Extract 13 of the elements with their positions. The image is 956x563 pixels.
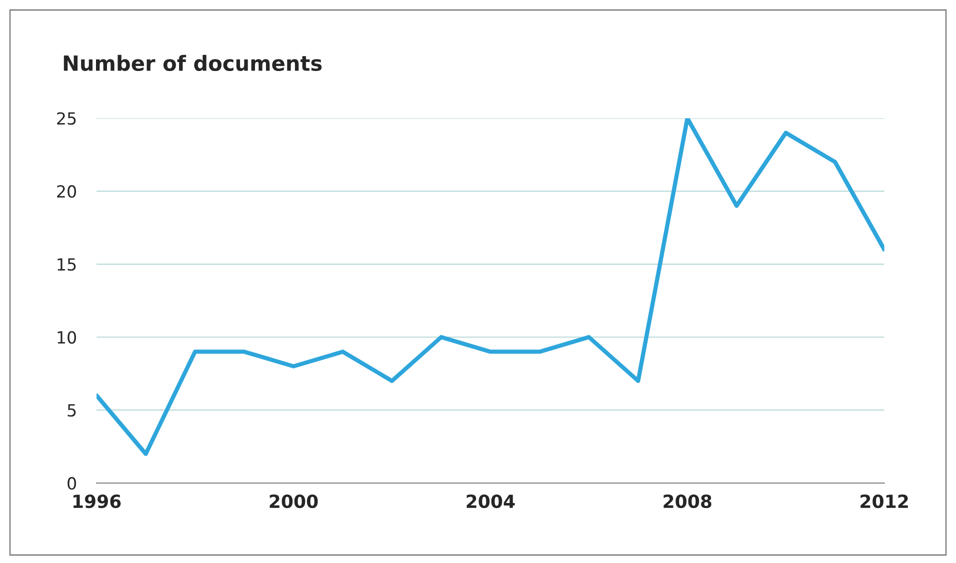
x-tick-label: 2012 bbox=[860, 494, 908, 508]
y-tick-label: 10 bbox=[58, 331, 76, 344]
y-tick-label: 25 bbox=[57, 112, 76, 125]
y-tick-label: 20 bbox=[57, 185, 76, 198]
y-tick-label: 0 bbox=[68, 477, 76, 490]
x-tick-label: 1996 bbox=[73, 494, 121, 508]
line-series bbox=[96, 118, 884, 456]
x-tick-label: 2000 bbox=[270, 494, 318, 508]
x-tick-label: 2008 bbox=[664, 494, 712, 508]
chart-title: Number of documents bbox=[64, 54, 322, 72]
x-tick-label: 2004 bbox=[466, 494, 515, 508]
y-tick-label: 5 bbox=[68, 404, 76, 417]
y-tick-label: 15 bbox=[58, 258, 76, 271]
